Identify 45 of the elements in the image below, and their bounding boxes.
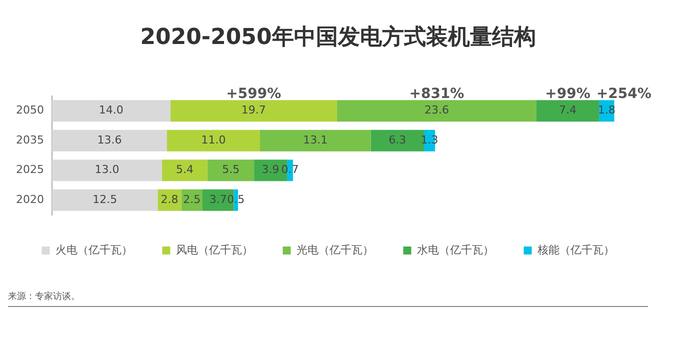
source-note: 来源：专家访谈。 (8, 292, 80, 302)
bar (260, 130, 371, 152)
legend-label: 火电（亿千瓦） (55, 243, 132, 256)
bar (52, 100, 170, 122)
data-label: 11.0 (201, 133, 226, 146)
data-label: 0.7 (281, 163, 299, 176)
chart-title: 2020-2050年中国发电方式装机量结构 (139, 24, 537, 52)
bar (208, 160, 254, 182)
data-label: 13.6 (97, 133, 122, 146)
bar (336, 100, 536, 122)
data-label: 13.1 (303, 133, 328, 146)
data-label: 5.4 (176, 163, 194, 176)
legend-label: 核能（亿千瓦） (536, 243, 614, 256)
y-tick-label: 2035 (16, 133, 44, 146)
bar (52, 160, 162, 182)
data-label: 6.3 (388, 133, 406, 146)
data-label: 2.8 (160, 192, 178, 206)
bar (166, 130, 260, 152)
annotation: +831% (409, 86, 464, 102)
data-label: 7.4 (559, 104, 577, 117)
y-tick-label: 2025 (16, 163, 44, 176)
data-label: 0.5 (227, 192, 245, 206)
data-label: 5.5 (222, 163, 240, 176)
bar (162, 160, 208, 182)
data-label: 2.5 (183, 192, 201, 206)
data-label: 13.0 (94, 163, 120, 176)
y-tick-label: 2020 (16, 192, 44, 206)
legend-label: 水电（亿千瓦） (416, 243, 494, 256)
annotation: +254% (596, 86, 652, 102)
data-label: 19.7 (241, 104, 266, 117)
data-label: 3.9 (262, 163, 280, 176)
bar (536, 100, 600, 122)
data-label: 3.7 (209, 192, 227, 206)
bar (170, 100, 337, 122)
bar (52, 189, 158, 211)
data-label: 12.5 (92, 192, 118, 206)
annotation: +99% (545, 86, 590, 102)
data-label: 14.0 (98, 104, 124, 117)
bar (158, 189, 182, 211)
bar (52, 130, 167, 152)
legend-label: 光电（亿千瓦） (296, 243, 374, 256)
y-tick-label: 2050 (16, 104, 44, 117)
data-label: 23.6 (424, 104, 449, 117)
annotation: +599% (226, 86, 282, 102)
legend-label: 风电（亿千瓦） (176, 243, 253, 256)
